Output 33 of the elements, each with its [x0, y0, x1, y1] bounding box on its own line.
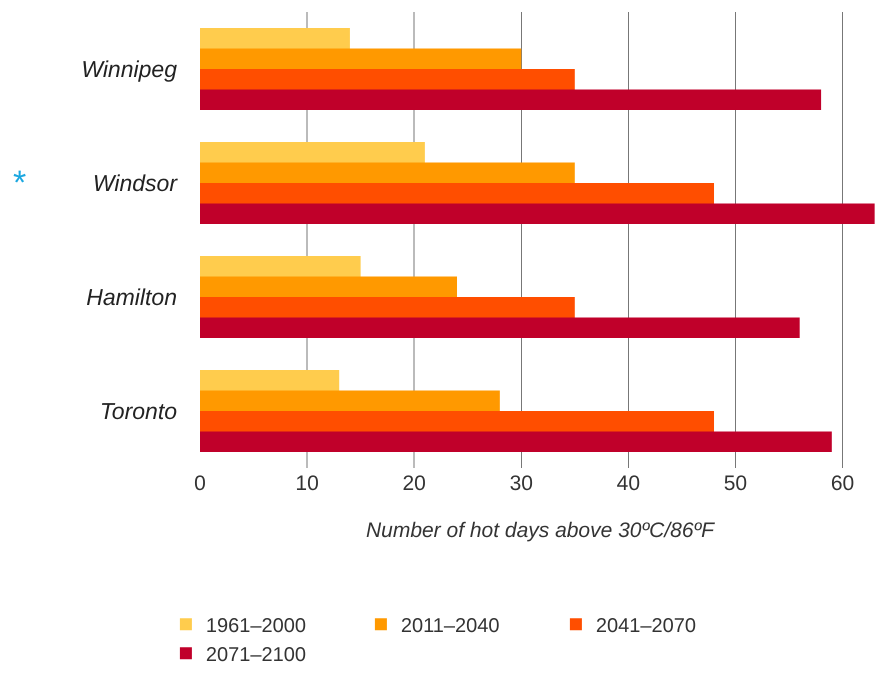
bar	[200, 276, 458, 297]
bar	[200, 183, 714, 204]
y-tick-label: Hamilton	[86, 284, 177, 310]
y-tick-label: Windsor	[92, 170, 178, 196]
x-axis-title: Number of hot days above 30ºC/86ºF	[366, 519, 716, 542]
bar	[200, 142, 425, 162]
bar	[200, 69, 575, 90]
x-tick-label: 20	[402, 472, 426, 495]
bar	[200, 28, 350, 48]
bar	[200, 256, 361, 276]
legend-label: 2071–2100	[206, 644, 306, 666]
bar	[200, 297, 575, 318]
y-tick-label: Toronto	[100, 398, 178, 424]
bar	[200, 370, 340, 390]
x-tick-label: 40	[616, 472, 640, 495]
bar	[200, 90, 822, 110]
x-tick-label: 60	[830, 472, 854, 495]
x-tick-label: 30	[510, 472, 533, 495]
legend-label: 2011–2040	[400, 615, 500, 638]
bar	[200, 162, 575, 183]
text: *	[13, 164, 26, 202]
x-tick-label: 10	[295, 472, 319, 495]
legend-label: 1961–2000	[206, 615, 306, 638]
x-tick-label: 50	[724, 472, 748, 495]
bar	[200, 390, 500, 411]
bar	[200, 48, 522, 69]
x-tick-label: 0	[194, 472, 206, 495]
legend-label: 2041–2070	[596, 615, 696, 638]
bar	[200, 204, 875, 224]
bar	[200, 318, 800, 338]
y-tick-label: Winnipeg	[81, 56, 178, 82]
bar	[200, 432, 832, 452]
bar	[200, 411, 714, 432]
